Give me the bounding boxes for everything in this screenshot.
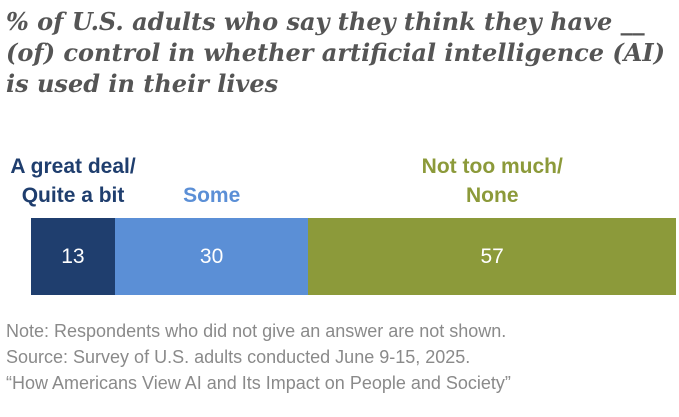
data-label-2: 30 — [199, 244, 224, 268]
report-text: “How Americans View AI and Its Impact on… — [6, 373, 511, 393]
source-text: Source: Survey of U.S. adults conducted … — [6, 347, 471, 367]
bar-segment-3: 57 — [308, 218, 676, 295]
legend-label-1: A great deal/Quite a bit — [10, 155, 136, 207]
stacked-bar: 13 30 57 — [31, 218, 676, 295]
legend-label-3: Not too much/None — [421, 155, 563, 207]
data-label-3: 57 — [480, 244, 504, 268]
notes-block: Note: Respondents who did not give an an… — [6, 318, 511, 396]
data-label-1: 13 — [61, 244, 85, 268]
chart-title: % of U.S. adults who say they think they… — [6, 7, 665, 98]
bar-segment-2: 30 — [114, 218, 309, 295]
bar-segment-1: 13 — [31, 218, 115, 295]
note-text: Note: Respondents who did not give an an… — [6, 321, 507, 341]
legend-label-2: Some — [183, 184, 241, 207]
